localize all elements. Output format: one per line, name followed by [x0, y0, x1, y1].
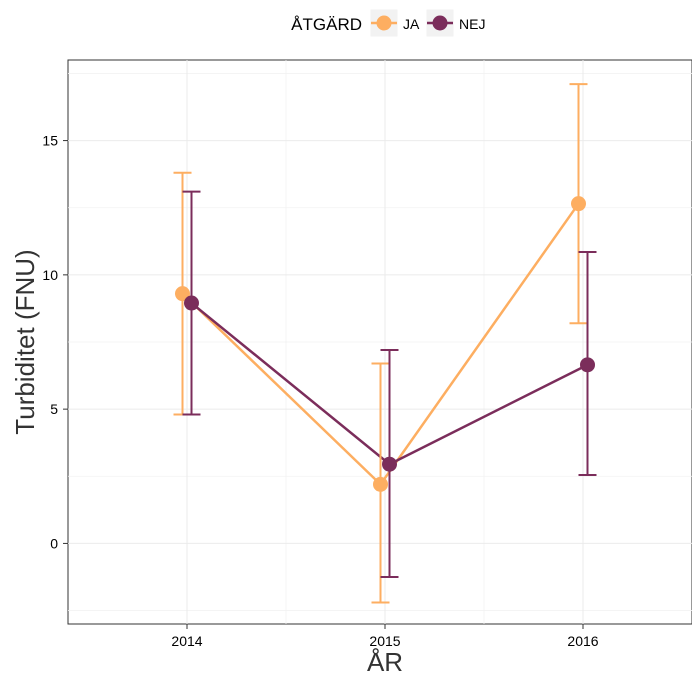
legend-label: JA: [403, 16, 420, 32]
y-tick-label: 15: [42, 133, 58, 149]
data-point-nej: [382, 456, 397, 472]
legend: ÅTGÄRD JA NEJ: [291, 8, 485, 38]
data-point-ja: [571, 196, 586, 212]
x-tick-label: 2014: [171, 633, 202, 649]
x-tick-label: 2016: [567, 633, 598, 649]
data-point-nej: [184, 295, 199, 311]
legend-title: ÅTGÄRD: [291, 15, 362, 34]
axis-layer: 0 5 10 15 2014 2015 2016: [42, 133, 598, 649]
y-tick-label: 5: [50, 401, 58, 417]
legend-key-marker: [376, 15, 392, 31]
data-point-nej: [580, 357, 595, 373]
y-tick-label: 10: [42, 267, 58, 283]
series-layer: [173, 83, 597, 604]
legend-items: JA NEJ: [369, 8, 485, 38]
y-tick-label: 0: [50, 535, 58, 551]
data-point-ja: [373, 476, 388, 492]
y-axis-title: Turbiditet (FNU): [10, 249, 40, 434]
x-axis-title: ÅR: [367, 647, 403, 676]
legend-key-marker: [432, 15, 448, 31]
legend-label: NEJ: [459, 16, 485, 32]
data-point-ja: [175, 286, 190, 302]
x-tick-label: 2015: [369, 633, 400, 649]
